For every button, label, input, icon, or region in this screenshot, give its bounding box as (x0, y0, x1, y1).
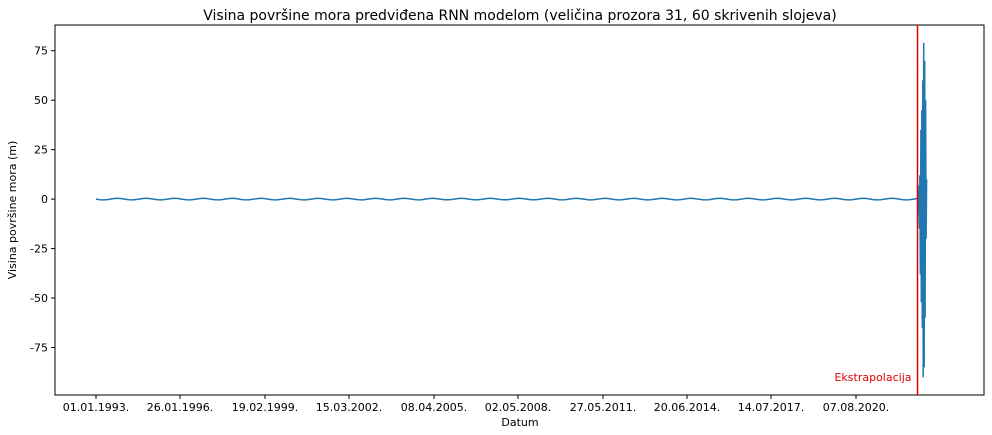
y-tick-label: 75 (34, 45, 48, 58)
x-tick-label: 02.05.2008. (485, 401, 551, 414)
chart-title: Visina površine mora predviđena RNN mode… (203, 8, 836, 24)
y-tick-label: -50 (30, 292, 48, 305)
y-tick-label: -75 (30, 342, 48, 355)
x-tick-label: 26.01.1996. (147, 401, 213, 414)
y-axis: -75 -50 -25 0 25 50 75 (30, 45, 55, 355)
x-tick-label: 27.05.2011. (570, 401, 636, 414)
series-layer (95, 42, 928, 378)
x-tick-label: 19.02.1999. (232, 401, 298, 414)
x-tick-label: 08.04.2005. (401, 401, 467, 414)
y-tick-label: -25 (30, 243, 48, 256)
x-tick-label: 20.06.2014. (654, 401, 720, 414)
x-tick-label: 14.07.2017. (738, 401, 804, 414)
y-tick-label: 50 (34, 94, 48, 107)
x-axis: 01.01.1993. 26.01.1996. 19.02.1999. 15.03.2… (63, 395, 889, 414)
x-axis-label: Datum (501, 416, 538, 429)
plot-frame (54, 24, 985, 396)
y-tick-label: 25 (34, 144, 48, 157)
x-tick-label: 07.08.2020. (823, 401, 889, 414)
x-tick-label: 15.03.2002. (316, 401, 382, 414)
series-line (95, 42, 928, 378)
y-axis-label: Visina površine mora (m) (6, 141, 19, 280)
x-tick-label: 01.01.1993. (63, 401, 129, 414)
y-tick-label: 0 (41, 193, 48, 206)
extrapolation-label: Ekstrapolacija (834, 371, 911, 384)
